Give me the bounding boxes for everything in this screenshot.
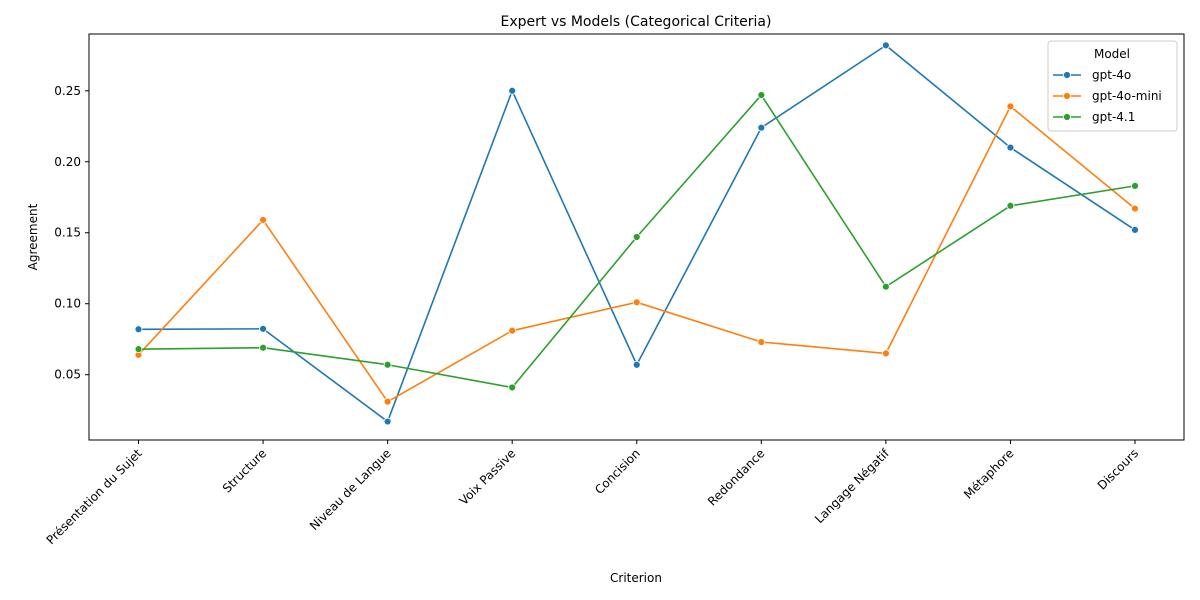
data-point (1006, 201, 1015, 210)
x-tick-label: Présentation du Sujet (44, 446, 145, 547)
legend-label: gpt-4o (1092, 68, 1131, 82)
legend-label: gpt-4.1 (1092, 110, 1135, 124)
x-axis-label: Criterion (610, 571, 662, 585)
data-point (881, 282, 890, 291)
legend-swatch-marker (1063, 92, 1071, 100)
data-point (632, 360, 641, 369)
legend-label: gpt-4o-mini (1092, 89, 1162, 103)
data-point (383, 397, 392, 406)
data-point (757, 338, 766, 346)
data-point (1006, 102, 1015, 111)
x-tick-label: Métaphore (961, 446, 1016, 501)
data-point (383, 417, 392, 426)
legend: Model gpt-4o gpt-4o-mini gpt-4.1 (1047, 40, 1178, 132)
data-point (1131, 204, 1139, 213)
x-tick-label: Langage Négatif (812, 446, 892, 526)
y-tick-label: 0.20 (54, 155, 81, 169)
data-point (134, 325, 143, 334)
x-tick-label: Voix Passive (457, 446, 519, 508)
legend-item: gpt-4.1 (1053, 110, 1135, 124)
data-point (508, 86, 517, 95)
legend-swatch-marker (1063, 71, 1071, 79)
legend-box (1047, 40, 1178, 132)
series-line (138, 94, 1136, 389)
series-gpt-4.1 (134, 91, 1139, 392)
data-point (632, 233, 641, 241)
data-point (1131, 181, 1139, 190)
data-point (757, 123, 766, 132)
x-tick-label: Redondance (705, 446, 767, 508)
chart-title: Expert vs Models (Categorical Criteria) (501, 14, 772, 30)
data-point (134, 345, 143, 354)
x-tick-label: Structure (220, 446, 269, 495)
data-point (632, 298, 641, 307)
y-tick-label: 0.05 (54, 368, 81, 382)
y-axis-label: Agreement (26, 203, 40, 270)
x-tick-label: Discours (1095, 446, 1141, 492)
data-point (259, 216, 267, 224)
data-point (881, 349, 890, 358)
legend-item: gpt-4o-mini (1053, 89, 1162, 103)
series-line (137, 105, 1136, 403)
data-point (259, 324, 267, 333)
data-point (1131, 226, 1139, 234)
y-tick-label: 0.25 (54, 84, 81, 98)
x-tick-label: Niveau de Langue (307, 446, 394, 533)
y-tick-label: 0.10 (54, 297, 81, 311)
legend-item: gpt-4o (1053, 68, 1131, 82)
data-point (508, 383, 517, 392)
series-gpt-4o (134, 41, 1139, 426)
data-point (383, 360, 392, 369)
legend-title: Model (1094, 47, 1130, 61)
data-point (508, 326, 517, 335)
data-point (881, 41, 890, 50)
y-tick-label: 0.15 (54, 226, 81, 240)
x-tick-label: Concision (592, 446, 643, 497)
data-point (757, 91, 766, 99)
legend-swatch-marker (1063, 113, 1071, 121)
data-point (259, 343, 267, 352)
series-gpt-4o-mini (134, 102, 1139, 406)
data-point (1006, 143, 1015, 152)
